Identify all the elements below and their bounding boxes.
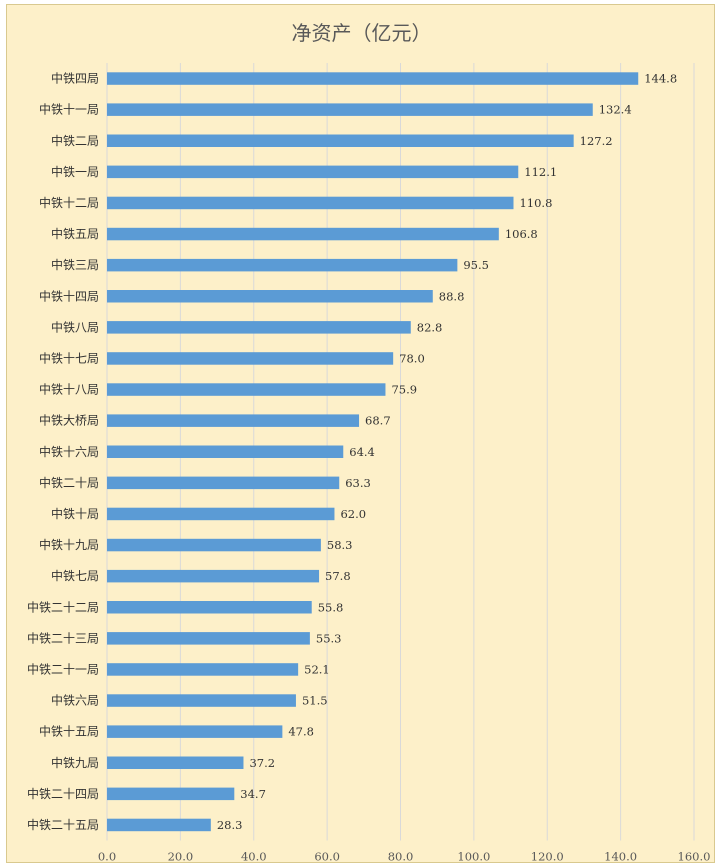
data-label: 127.2 (580, 134, 613, 148)
bar (107, 601, 312, 614)
data-label: 62.0 (340, 507, 366, 521)
category-label: 中铁十局 (51, 506, 99, 521)
bar (107, 352, 394, 365)
category-label: 中铁十五局 (39, 724, 99, 739)
category-label: 中铁二十局 (39, 475, 99, 490)
bar (107, 538, 321, 552)
category-label: 中铁二十五局 (27, 817, 99, 832)
data-label: 64.4 (349, 445, 375, 459)
data-label: 82.8 (417, 320, 443, 334)
chart-title: 净资产（亿元） (291, 21, 432, 45)
bar (107, 694, 296, 707)
category-label: 中铁十八局 (39, 382, 99, 397)
category-label: 中铁十六局 (39, 444, 99, 459)
data-label: 63.3 (345, 476, 371, 490)
category-label: 中铁二十一局 (27, 661, 99, 676)
data-label: 51.5 (302, 694, 328, 708)
x-tick-label: 40.0 (241, 850, 267, 864)
data-label: 34.7 (240, 787, 266, 801)
data-label: 75.9 (391, 383, 417, 397)
category-label: 中铁七局 (51, 568, 99, 583)
bar (107, 165, 519, 179)
bar (107, 321, 411, 334)
category-label: 中铁二十三局 (27, 630, 99, 645)
bar (107, 725, 283, 738)
bar (107, 196, 514, 210)
x-tick-label: 60.0 (314, 850, 340, 864)
data-label: 110.8 (519, 196, 552, 210)
category-label: 中铁三局 (51, 257, 99, 272)
bar (107, 476, 340, 490)
data-label: 112.1 (524, 165, 557, 179)
x-tick-label: 120.0 (531, 850, 564, 864)
category-label: 中铁二十四局 (27, 786, 99, 801)
data-label: 95.5 (463, 258, 489, 272)
data-label: 58.3 (327, 538, 353, 552)
category-label: 中铁十二局 (39, 195, 99, 210)
bar (107, 663, 299, 676)
category-label: 中铁十七局 (39, 350, 99, 365)
bar (107, 72, 639, 85)
category-label: 中铁十一局 (39, 102, 99, 117)
category-label: 中铁四局 (51, 71, 99, 86)
category-label: 中铁六局 (51, 693, 99, 708)
data-label: 144.8 (644, 72, 677, 86)
x-tick-label: 100.0 (457, 850, 490, 864)
data-label: 106.8 (505, 227, 538, 241)
x-tick-label: 0.0 (98, 850, 116, 864)
x-tick-label: 140.0 (604, 850, 637, 864)
bar (107, 445, 344, 458)
bar (107, 227, 499, 241)
category-label: 中铁十九局 (39, 537, 99, 552)
bar (107, 103, 593, 116)
bar (107, 818, 211, 832)
category-label: 中铁十四局 (39, 288, 99, 303)
x-tick-label: 20.0 (168, 850, 194, 864)
bar (107, 632, 310, 645)
bar (107, 134, 574, 147)
bar (107, 507, 335, 521)
data-label: 52.1 (304, 662, 330, 676)
data-label: 55.3 (316, 631, 342, 645)
x-tick-label: 160.0 (678, 850, 711, 864)
bar (107, 383, 386, 396)
bar (107, 290, 433, 303)
data-label: 132.4 (599, 103, 632, 117)
bar (107, 787, 235, 801)
bar (107, 258, 458, 272)
bar (107, 414, 360, 427)
bar (107, 569, 320, 583)
data-label: 57.8 (325, 569, 351, 583)
category-label: 中铁五局 (51, 226, 99, 241)
data-label: 68.7 (365, 414, 391, 428)
data-label: 37.2 (249, 756, 275, 770)
category-label: 中铁八局 (51, 319, 99, 334)
bar (107, 756, 244, 769)
category-label: 中铁九局 (51, 755, 99, 770)
chart-area: 净资产（亿元） 0.0 20.0 40.0 60.0 80.0 100.0 120.0 140… (6, 4, 715, 864)
data-label: 47.8 (288, 725, 314, 739)
bar-chart: 0.0 20.0 40.0 60.0 80.0 100.0 120.0 140.0 160.0 中… (27, 63, 711, 864)
data-label: 88.8 (439, 289, 465, 303)
category-label: 中铁二十二局 (27, 599, 99, 614)
data-label: 55.8 (318, 600, 344, 614)
data-label: 28.3 (217, 818, 243, 832)
category-label: 中铁大桥局 (39, 413, 99, 428)
category-label: 中铁二局 (51, 133, 99, 148)
data-label: 78.0 (399, 351, 425, 365)
x-tick-label: 80.0 (388, 850, 414, 864)
category-label: 中铁一局 (51, 164, 99, 179)
